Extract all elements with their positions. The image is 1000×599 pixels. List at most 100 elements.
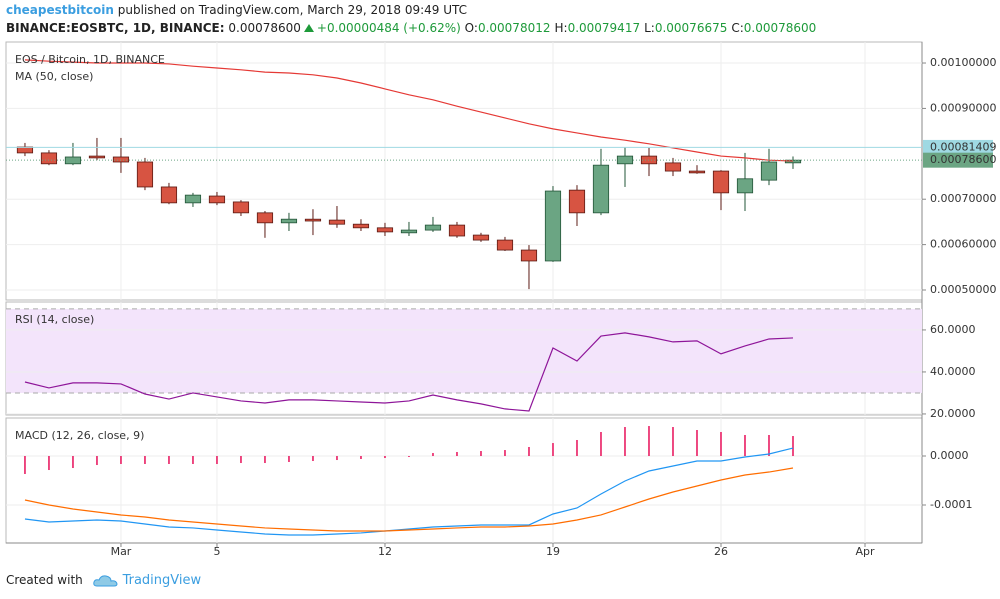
candle-body — [328, 219, 346, 225]
histogram-bar — [216, 456, 218, 464]
candle-body — [664, 162, 682, 172]
legend-entry: RSI (14, close) — [15, 313, 94, 326]
histogram-bar — [192, 456, 194, 464]
histogram-bar — [768, 434, 770, 457]
candle-body — [448, 224, 466, 237]
candle-body — [40, 152, 58, 165]
candle-body — [472, 234, 490, 241]
published-text: published on TradingView.com, March 29, … — [117, 3, 468, 17]
histogram-bar — [360, 456, 362, 459]
histogram-bar — [264, 456, 266, 464]
candle-body — [688, 170, 706, 174]
candle-body — [304, 218, 322, 222]
histogram-bar — [624, 427, 626, 457]
candle-body — [256, 212, 274, 224]
price-label: 0.00078600 — [930, 153, 996, 166]
histogram-bar — [720, 432, 722, 457]
candle-body — [352, 223, 370, 229]
header-published: cheapestbitcoin published on TradingView… — [6, 3, 467, 17]
histogram-bar — [168, 456, 170, 464]
band — [6, 308, 922, 393]
histogram-bar — [144, 456, 146, 464]
histogram-bar — [576, 439, 578, 457]
y-tick-label: 0.00090000 — [930, 101, 996, 114]
author[interactable]: cheapestbitcoin — [6, 3, 114, 17]
last-price: 0.00078600 — [228, 21, 301, 35]
x-tick-label: Mar — [111, 545, 132, 558]
x-tick-label: Apr — [855, 545, 875, 558]
y-tick-label: 60.0000 — [930, 323, 976, 336]
pane-layer: 0.00050000 0.00060000 0.00070000 0.00090000… — [6, 53, 996, 296]
y-tick-label: 0.00050000 — [930, 283, 996, 296]
ohlc-value: 0.00079417 — [567, 21, 641, 35]
histogram-bar — [24, 456, 26, 474]
histogram-bar — [48, 456, 50, 471]
candle-body — [400, 229, 418, 234]
x-tick-label: 12 — [378, 545, 392, 558]
ohlc-value: 0.00076675 — [654, 21, 728, 35]
x-tick-label: 26 — [714, 545, 728, 558]
line-series — [24, 332, 794, 412]
line-series — [24, 467, 794, 532]
ohlc-value: 0.00078012 — [477, 21, 551, 35]
histogram-bar — [552, 443, 554, 457]
legend-entry: MA (50, close) — [15, 70, 93, 83]
histogram-bar — [528, 446, 530, 457]
histogram-bar — [120, 456, 122, 464]
header-symbol: BINANCE:EOSBTC, 1D, BINANCE: 0.00078600 +… — [6, 21, 820, 35]
y-tick-label: 20.0000 — [930, 407, 976, 420]
candle-body — [88, 155, 106, 159]
candle-body — [184, 194, 202, 204]
histogram-bar — [240, 456, 242, 464]
candle-body — [496, 239, 514, 251]
candle-body — [520, 249, 538, 262]
candle-body — [760, 161, 778, 181]
candle-body — [424, 224, 442, 231]
histogram-bar — [696, 430, 698, 457]
histogram-bar — [456, 451, 458, 457]
y-tick-label: -0.0001 — [930, 498, 972, 511]
line-series — [24, 59, 794, 162]
y-tick-label: 40.0000 — [930, 365, 976, 378]
y-tick-label: 0.00060000 — [930, 238, 996, 251]
ohlc-value: 0.00078600 — [743, 21, 817, 35]
histogram-bar — [648, 426, 650, 457]
histogram-bar — [408, 456, 410, 457]
histogram-bar — [96, 456, 98, 466]
candle-body — [592, 164, 610, 214]
histogram-bar — [792, 436, 794, 457]
x-tick-label: 19 — [546, 545, 560, 558]
histogram-bar — [336, 456, 338, 461]
pane-layer: 20.0000 40.0000 60.0000 RSI (14, close) — [6, 308, 976, 420]
footer: Created with TradingView — [6, 573, 201, 588]
candle-body — [712, 170, 730, 194]
ohlc-key: H: — [554, 21, 568, 35]
price-label-box — [923, 139, 993, 155]
histogram-bar — [72, 456, 74, 469]
candle-body — [376, 227, 394, 233]
histogram-bar — [504, 450, 506, 457]
up-arrow — [303, 24, 314, 32]
candle-body — [544, 190, 562, 262]
candle-body — [160, 186, 178, 204]
histogram-bar — [288, 456, 290, 462]
ohlc-key: O: — [464, 21, 478, 35]
histogram-bar — [480, 451, 482, 457]
change: +0.00000484 (+0.62%) — [316, 21, 461, 35]
candle-body — [736, 178, 754, 194]
brand[interactable]: TradingView — [122, 573, 202, 588]
y-tick-label: 0.00070000 — [930, 192, 996, 205]
candle-body — [136, 161, 154, 188]
pane-layer: -0.0001 0.0000 MACD (12, 26, close, 9) — [6, 426, 972, 536]
histogram-bar — [744, 434, 746, 457]
price-label: 0.00081409 — [930, 140, 996, 153]
candle-body — [280, 218, 298, 224]
ohlc-key: L: — [644, 21, 655, 35]
y-tick-label: 0.00100000 — [930, 56, 996, 69]
candle-body — [568, 189, 586, 214]
x-tick-label: 5 — [213, 545, 220, 558]
ohlc-key: C: — [731, 21, 744, 35]
candle-body — [112, 156, 130, 163]
